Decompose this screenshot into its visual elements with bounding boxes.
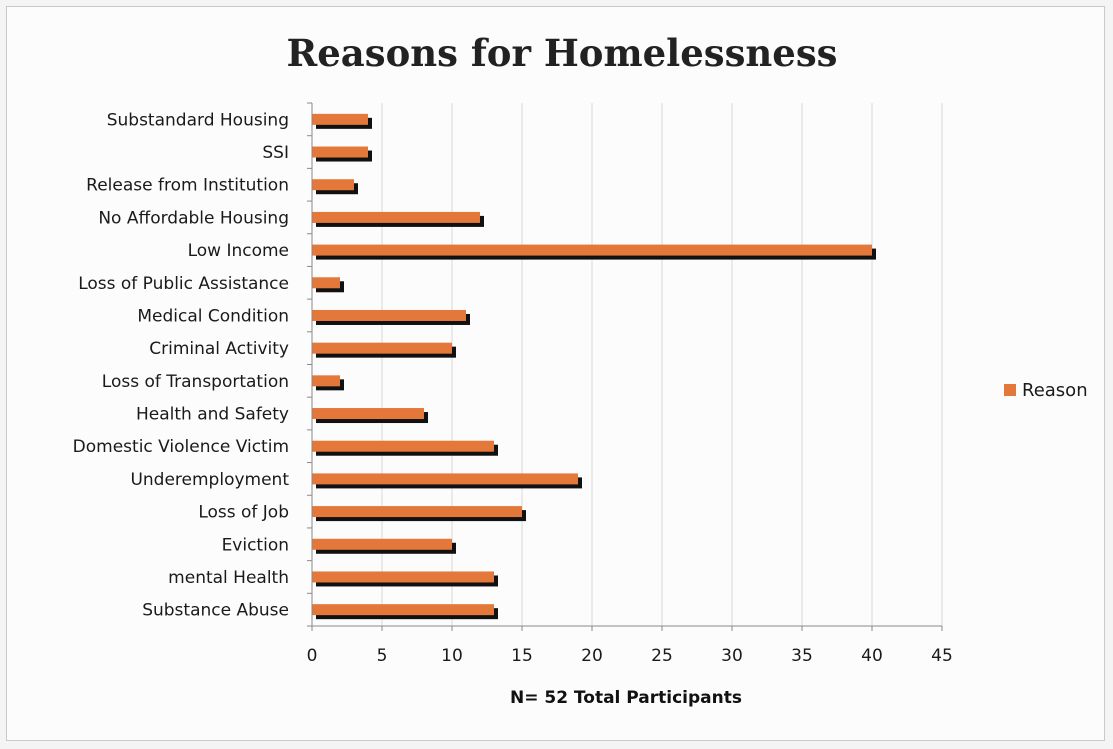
category-label: Domestic Violence Victim <box>73 437 289 457</box>
category-label: Substandard Housing <box>107 110 289 130</box>
bar <box>312 244 872 256</box>
x-tick-label: 35 <box>791 646 813 666</box>
bar <box>312 179 354 191</box>
axes <box>307 102 943 631</box>
x-tick-label: 30 <box>721 646 743 666</box>
category-label: Release from Institution <box>86 176 289 196</box>
bar <box>312 604 494 616</box>
bar <box>312 277 340 289</box>
x-tick-label: 5 <box>377 646 388 666</box>
category-label: Underemployment <box>130 470 289 490</box>
category-label: Criminal Activity <box>149 339 289 359</box>
category-label: Low Income <box>188 241 289 261</box>
x-tick-labels: 0 5 10 15 20 25 30 35 40 45 <box>307 646 953 666</box>
bar <box>312 571 494 583</box>
category-label: Substance Abuse <box>142 601 289 621</box>
bar <box>312 408 424 420</box>
gridlines <box>381 103 943 626</box>
x-tick-label: 0 <box>307 646 318 666</box>
legend-swatch <box>1004 384 1016 396</box>
bar <box>312 506 522 518</box>
chart-canvas: Reasons for Homelessness Substandard Hou… <box>73 31 1088 708</box>
bar <box>312 440 494 452</box>
bar <box>312 473 578 485</box>
bar <box>312 309 466 321</box>
x-tick-label: 45 <box>931 646 953 666</box>
chart-frame: Reasons for Homelessness Substandard Hou… <box>6 6 1105 741</box>
category-label: Loss of Job <box>198 503 289 523</box>
chart-title: Reasons for Homelessness <box>286 31 837 75</box>
x-tick-label: 10 <box>441 646 463 666</box>
bar <box>312 538 452 550</box>
x-tick-label: 20 <box>581 646 603 666</box>
category-label: Loss of Public Assistance <box>78 274 289 294</box>
legend: Reason <box>1004 380 1088 401</box>
category-label: SSI <box>262 143 289 163</box>
bar <box>312 146 368 158</box>
legend-label: Reason <box>1022 380 1088 401</box>
bar-series <box>312 113 876 620</box>
category-label: Loss of Transportation <box>102 372 289 392</box>
category-label: Medical Condition <box>137 306 289 326</box>
x-tick-label: 15 <box>511 646 533 666</box>
bar <box>312 211 480 223</box>
bar <box>312 375 340 387</box>
category-label: No Affordable Housing <box>98 208 289 228</box>
bar <box>312 342 452 354</box>
x-tick-label: 40 <box>861 646 883 666</box>
bar <box>312 113 368 125</box>
x-tick-label: 25 <box>651 646 673 666</box>
category-label: Eviction <box>222 535 289 555</box>
category-label: mental Health <box>168 568 289 588</box>
category-label: Health and Safety <box>136 405 289 425</box>
category-labels: Substandard Housing SSI Release from Insti… <box>73 110 290 620</box>
x-axis-title: N= 52 Total Participants <box>510 688 742 708</box>
